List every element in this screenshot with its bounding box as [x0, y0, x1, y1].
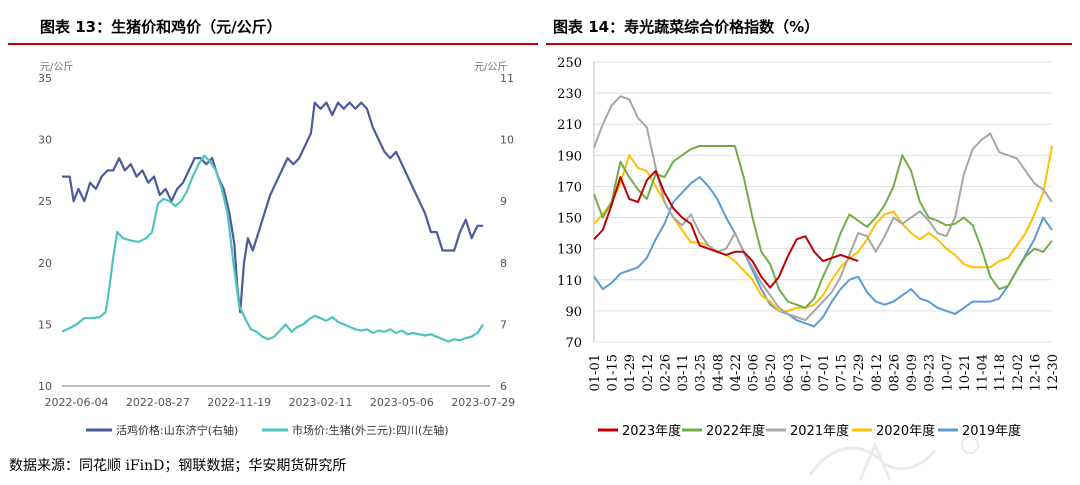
right-series-line-1: [593, 145, 1053, 309]
right-x-tick-10: 03-11: [676, 354, 691, 391]
right-y-tick-5: 170: [557, 180, 582, 195]
right-y-tick-2: 8: [500, 257, 507, 270]
left-legend-label-1: 市场价:生猪(外三元):四川(左轴): [292, 423, 449, 437]
left-chart-svg: 元/公斤 元/公斤 10 15 20 25 30 35 6 7 8 9 10 11 2022-06-04 20…: [38, 61, 515, 437]
right-x-tick-28: 07-15: [835, 354, 850, 391]
right-y-tick-1: 7: [500, 318, 507, 331]
right-legend-label-0: 2023年度: [622, 423, 681, 439]
left-chart-panel: 图表 13：生猪价和鸡价（元/公斤） 元/公斤 元/公斤 10 15 20 25 30 35 6…: [0, 0, 540, 445]
right-y-tick-7: 210: [557, 118, 582, 133]
left-y-tick-3: 25: [38, 195, 52, 208]
left-title-rule: [8, 43, 538, 45]
right-x-tick-30: 07-29: [852, 354, 867, 391]
right-chart-title: 图表 14：寿光蔬菜综合价格指数（%）: [553, 18, 820, 36]
right-x-tick-48: 12-02: [1011, 354, 1026, 391]
right-x-tick-42: 10-21: [958, 354, 973, 391]
left-x-tick-5: 2023-07-29: [451, 396, 515, 409]
left-y-tick-0: 10: [38, 380, 52, 393]
left-x-tick-1: 2022-08-27: [126, 396, 190, 409]
right-x-tick-14: 04-08: [711, 354, 726, 391]
right-x-tick-44: 11-04: [976, 354, 991, 391]
right-legend-label-2: 2021年度: [790, 423, 849, 439]
left-x-tick-4: 2023-05-06: [370, 396, 434, 409]
right-y-tick-0: 6: [500, 380, 507, 393]
right-chart-panel: 图表 14：寿光蔬菜综合价格指数（%） 70 90 110 130 150 170 190 2…: [540, 0, 1080, 445]
left-y-tick-1: 15: [38, 318, 52, 331]
right-y-tick-0: 70: [565, 336, 582, 351]
right-y-tick-8: 230: [557, 87, 582, 102]
left-series-line-1: [61, 154, 485, 343]
watermark-logo: [808, 436, 979, 481]
right-x-tick-52: 12-30: [1046, 354, 1061, 391]
right-y-tick-5: 11: [500, 72, 514, 85]
right-x-tick-4: 01-29: [623, 354, 638, 391]
right-x-tick-32: 08-12: [870, 354, 885, 391]
left-y-tick-5: 35: [38, 72, 52, 85]
right-series-line-4: [593, 176, 1053, 328]
right-x-tick-36: 09-09: [905, 354, 920, 391]
right-x-tick-16: 04-22: [729, 354, 744, 391]
right-x-tick-18: 05-06: [747, 354, 762, 391]
right-x-tick-20: 05-20: [764, 354, 779, 391]
right-x-tick-22: 06-03: [782, 354, 797, 391]
right-x-tick-0: 01-01: [588, 354, 603, 391]
right-y-tick-6: 190: [557, 149, 582, 164]
right-x-tick-6: 02-12: [641, 354, 656, 391]
right-x-tick-46: 11-18: [993, 354, 1008, 391]
right-y-tick-9: 250: [557, 56, 582, 71]
right-x-tick-34: 08-26: [887, 354, 902, 391]
left-series-line-0: [62, 101, 484, 314]
left-legend-label-0: 活鸡价格:山东济宁(右轴): [116, 423, 238, 437]
right-legend-label-1: 2022年度: [706, 423, 765, 439]
left-y-tick-4: 30: [38, 134, 52, 147]
right-chart-svg: 70 90 110 130 150 170 190 210 230 250 01-01 01-15 01…: [557, 56, 1061, 439]
left-x-tick-0: 2022-06-04: [45, 396, 109, 409]
right-x-tick-26: 07-01: [817, 354, 832, 391]
right-x-tick-12: 03-25: [694, 354, 709, 391]
left-chart-title: 图表 13：生猪价和鸡价（元/公斤）: [40, 18, 282, 36]
right-x-tick-2: 01-15: [606, 354, 621, 391]
right-series-line-0: [593, 169, 859, 289]
right-y-tick-3: 9: [500, 195, 507, 208]
right-x-tick-40: 10-07: [940, 354, 955, 391]
right-x-tick-24: 06-17: [799, 354, 814, 391]
right-x-tick-38: 09-23: [923, 354, 938, 391]
left-y-tick-2: 20: [38, 257, 52, 270]
right-y-tick-2: 110: [557, 274, 582, 289]
right-legend-label-4: 2019年度: [962, 423, 1021, 439]
left-axis-unit: 元/公斤: [40, 61, 73, 73]
right-axis-unit: 元/公斤: [474, 61, 507, 73]
right-x-tick-8: 02-26: [658, 354, 673, 391]
right-series-line-2: [593, 95, 1053, 322]
right-title-rule: [546, 43, 1072, 45]
right-y-tick-4: 10: [500, 134, 514, 147]
right-y-tick-1: 90: [565, 305, 582, 320]
right-y-tick-4: 150: [557, 212, 582, 227]
right-x-tick-50: 12-16: [1028, 354, 1043, 391]
source-note: 数据来源：同花顺 iFinD；钢联数据；华安期货研究所: [9, 458, 347, 474]
right-legend-label-3: 2020年度: [876, 423, 935, 439]
left-x-tick-2: 2022-11-19: [207, 396, 271, 409]
left-x-tick-3: 2023-02-11: [289, 396, 353, 409]
right-y-tick-3: 130: [557, 243, 582, 258]
